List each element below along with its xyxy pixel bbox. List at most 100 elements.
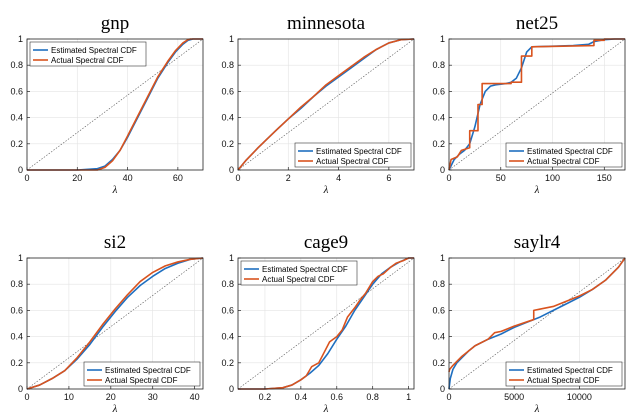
- axes-frame: [448, 257, 626, 390]
- chart-panel-saylr4: 0 5000 10000 0 0.2 0.4 0.6 0.8 1 saylr4 λ Estimated…: [432, 232, 626, 415]
- x-tick-label: 10000: [567, 392, 592, 402]
- legend-label: Actual Spectral CDF: [51, 56, 124, 65]
- x-tick-label: 0.4: [295, 392, 308, 402]
- legend-label: Actual Spectral CDF: [527, 376, 600, 385]
- reference-diagonal: [237, 38, 415, 171]
- x-axis-label: λ: [112, 403, 118, 415]
- y-tick-label: 0.4: [221, 332, 234, 342]
- chart-panel-si2: 0 10 20 30 40 0 0.2 0.4 0.6 0.8 1 si2 λ Estimated Spe…: [10, 232, 204, 415]
- legend-label: Estimated Spectral CDF: [527, 147, 613, 156]
- series-line-actual: [448, 38, 625, 171]
- y-tick-label: 0.8: [10, 60, 23, 70]
- y-tick-label: 0.2: [10, 358, 23, 368]
- axes-frame: [448, 38, 626, 171]
- y-tick-label: 0.8: [221, 60, 234, 70]
- y-tick-label: 0.4: [221, 113, 234, 123]
- y-tick-label: 0.4: [10, 113, 23, 123]
- x-tick-label: 1: [406, 392, 411, 402]
- x-tick-label: 40: [190, 392, 200, 402]
- y-tick-label: 0: [229, 165, 234, 175]
- series-line-actual: [238, 257, 414, 390]
- legend-label: Actual Spectral CDF: [316, 157, 389, 166]
- x-tick-label: 0: [24, 173, 29, 183]
- y-tick-label: 0.2: [221, 358, 234, 368]
- chart-panel-gnp: 0 20 40 60 0 0.2 0.4 0.6 0.8 1 gnp λ Estimated Spect…: [10, 13, 204, 196]
- y-tick-label: 0.6: [221, 86, 234, 96]
- y-tick-label: 0.2: [221, 139, 234, 149]
- x-tick-label: 10: [64, 392, 74, 402]
- legend-label: Estimated Spectral CDF: [316, 147, 402, 156]
- legend-box: [505, 361, 623, 387]
- y-tick-label: 0.2: [10, 139, 23, 149]
- x-axis-label: λ: [534, 184, 540, 196]
- x-tick-label: 0: [235, 173, 240, 183]
- legend-label: Actual Spectral CDF: [262, 275, 335, 284]
- y-tick-label: 0: [229, 384, 234, 394]
- x-tick-label: 40: [123, 173, 133, 183]
- legend-label: Estimated Spectral CDF: [105, 366, 191, 375]
- x-tick-label: 2: [286, 173, 291, 183]
- reference-diagonal: [26, 257, 204, 390]
- chart-title: net25: [516, 13, 558, 34]
- series-line-actual: [237, 38, 415, 171]
- x-tick-label: 0.6: [331, 392, 344, 402]
- x-axis-label: λ: [323, 184, 329, 196]
- x-tick-label: 30: [148, 392, 158, 402]
- x-tick-label: 20: [106, 392, 116, 402]
- legend-box: [29, 41, 147, 67]
- series-line-actual: [26, 257, 204, 390]
- x-tick-label: 20: [72, 173, 82, 183]
- y-tick-label: 0.8: [10, 279, 23, 289]
- y-tick-label: 0.4: [432, 332, 445, 342]
- reference-diagonal: [448, 38, 626, 171]
- x-axis-label: λ: [534, 403, 540, 415]
- series-line-actual: [448, 257, 626, 373]
- y-tick-label: 1: [18, 34, 23, 44]
- x-axis-label: λ: [323, 403, 329, 415]
- x-axis-label: λ: [112, 184, 118, 196]
- series-line-actual: [27, 38, 203, 171]
- x-tick-label: 5000: [504, 392, 524, 402]
- y-tick-label: 0: [440, 165, 445, 175]
- y-tick-label: 0.4: [10, 332, 23, 342]
- chart-title: saylr4: [514, 232, 561, 253]
- x-tick-label: 0: [446, 392, 451, 402]
- y-tick-label: 0: [440, 384, 445, 394]
- y-tick-label: 0.8: [432, 60, 445, 70]
- chart-panel-net25: 0 50 100 150 0 0.2 0.4 0.6 0.8 1 net25 λ Estimated S…: [432, 13, 626, 196]
- x-tick-label: 4: [336, 173, 341, 183]
- y-tick-label: 0.8: [432, 279, 445, 289]
- legend-label: Estimated Spectral CDF: [262, 265, 348, 274]
- legend-box: [240, 260, 358, 286]
- x-tick-label: 0.2: [259, 392, 272, 402]
- y-tick-label: 0.2: [432, 358, 445, 368]
- legend-label: Actual Spectral CDF: [105, 376, 178, 385]
- y-tick-label: 0.6: [432, 86, 445, 96]
- y-tick-label: 0.2: [432, 139, 445, 149]
- x-tick-label: 100: [545, 173, 560, 183]
- chart-panel-cage9: 0.2 0.4 0.6 0.8 1 0 0.2 0.4 0.6 0.8 1 cage9 λ Estimat…: [221, 232, 415, 415]
- x-tick-label: 0: [446, 173, 451, 183]
- y-tick-label: 1: [440, 253, 445, 263]
- x-tick-label: 0.8: [366, 392, 379, 402]
- y-tick-label: 0.4: [432, 113, 445, 123]
- y-tick-label: 0: [18, 384, 23, 394]
- y-tick-label: 0: [18, 165, 23, 175]
- x-tick-label: 6: [386, 173, 391, 183]
- legend-box: [294, 142, 412, 168]
- chart-panel-minnesota: 0 2 4 6 0 0.2 0.4 0.6 0.8 1 minnesota λ Estimated Sp…: [221, 13, 415, 196]
- y-tick-label: 0.6: [10, 305, 23, 315]
- x-tick-label: 60: [173, 173, 183, 183]
- legend-label: Estimated Spectral CDF: [51, 46, 137, 55]
- reference-diagonal: [237, 257, 415, 390]
- reference-diagonal: [26, 38, 204, 171]
- y-tick-label: 1: [18, 253, 23, 263]
- chart-title: si2: [104, 232, 126, 253]
- legend-label: Estimated Spectral CDF: [527, 366, 613, 375]
- axes-frame: [26, 38, 204, 171]
